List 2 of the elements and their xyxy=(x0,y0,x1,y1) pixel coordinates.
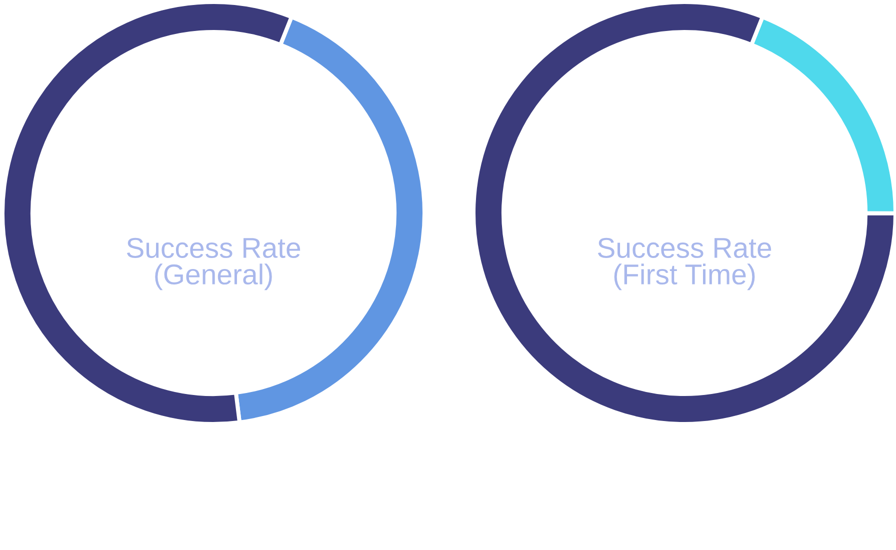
text: Success Rate (General) xyxy=(126,238,300,290)
text: Success Rate (First Time) xyxy=(598,238,772,290)
